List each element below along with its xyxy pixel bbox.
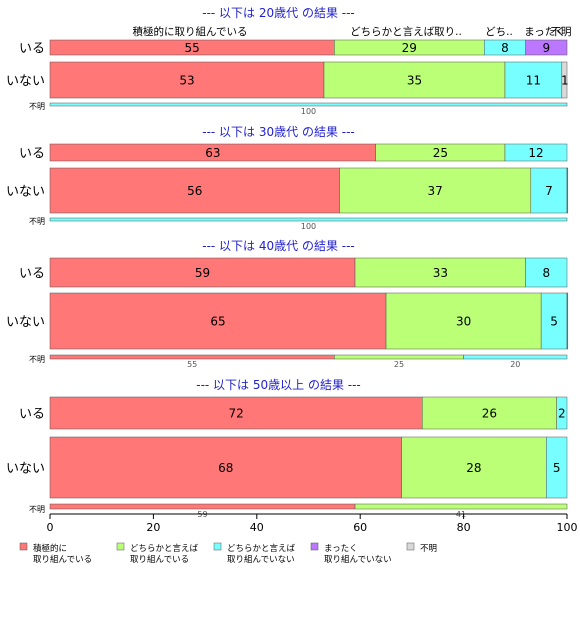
row-label: いない — [6, 462, 45, 477]
data-label: 8 — [501, 41, 509, 55]
bar-segment — [556, 396, 568, 430]
bar-segment — [504, 61, 563, 99]
data-label: 9 — [542, 41, 550, 55]
data-label: 5 — [553, 461, 561, 475]
bar-segment — [49, 354, 335, 360]
legend-swatch — [310, 542, 319, 551]
data-label: 29 — [402, 41, 417, 55]
row-label: いる — [19, 407, 45, 422]
legend-swatch — [213, 542, 222, 551]
data-label: 30 — [456, 315, 471, 329]
data-label: 68 — [218, 461, 233, 475]
bar-segment — [566, 292, 569, 350]
bar-segment — [49, 167, 340, 214]
bar-segment — [463, 354, 568, 360]
data-label: 56 — [187, 184, 202, 198]
legend-swatch — [406, 542, 415, 551]
data-label: 100 — [301, 222, 316, 231]
data-label: 59 — [195, 266, 210, 280]
data-label: 12 — [528, 146, 543, 160]
data-label: 25 — [433, 146, 448, 160]
panel-title: --- 以下は 30歳代 の結果 --- — [202, 125, 355, 139]
data-label: 11 — [526, 74, 541, 88]
data-label: 35 — [407, 74, 422, 88]
bar-segment — [49, 102, 568, 107]
bar-segment — [339, 167, 532, 214]
x-tick-label: 20 — [146, 521, 160, 534]
panel-title: --- 以下は 40歳代 の結果 --- — [202, 239, 355, 253]
data-label: 55 — [187, 360, 197, 369]
bar-segment — [566, 167, 569, 214]
panel-title: --- 以下は 50歳以上 の結果 --- — [196, 378, 361, 392]
row-label: 不明 — [29, 355, 45, 364]
bar-segment — [49, 503, 356, 510]
bar-segment — [540, 292, 568, 350]
row-label: 不明 — [29, 102, 45, 111]
bar-segment — [561, 61, 568, 99]
data-label: 63 — [205, 146, 220, 160]
x-tick-label: 60 — [353, 521, 367, 534]
data-label: 53 — [179, 74, 194, 88]
legend-label: 不明 — [420, 544, 437, 554]
legend-label: どちらかと言えば取り組んでいる — [130, 543, 199, 565]
bar-segment — [385, 292, 542, 350]
column-header: 不明 — [551, 26, 572, 38]
data-label: 20 — [510, 360, 520, 369]
row-label: いる — [19, 147, 45, 162]
row-label: いる — [19, 42, 45, 57]
column-header: どちらかと言えば取り.. — [350, 25, 462, 38]
data-label: 28 — [466, 461, 481, 475]
data-label: 2 — [558, 407, 566, 421]
data-label: 26 — [482, 407, 497, 421]
row-label: 不明 — [29, 217, 45, 226]
bar-segment — [334, 354, 464, 360]
data-label: 8 — [542, 266, 550, 280]
bar-segment — [323, 61, 506, 99]
bar-segment — [49, 436, 402, 499]
bar-segment — [354, 257, 526, 288]
row-label: 不明 — [29, 505, 45, 514]
data-label: 7 — [545, 184, 553, 198]
row-label: いない — [6, 74, 45, 89]
legend-swatch — [116, 542, 125, 551]
x-tick-label: 40 — [250, 521, 264, 534]
data-label: 5 — [550, 315, 558, 329]
bar-segment — [525, 39, 568, 56]
bar-segment — [421, 396, 557, 430]
bar-segment — [354, 503, 568, 510]
bar-segment — [504, 143, 568, 162]
row-label: いない — [6, 185, 45, 200]
data-label: 1 — [561, 74, 569, 88]
data-label: 65 — [210, 315, 225, 329]
data-label: 25 — [394, 360, 404, 369]
panel-title: --- 以下は 20歳代 の結果 --- — [202, 6, 355, 20]
column-header: 積極的に取り組んでいる — [133, 25, 248, 38]
row-label: いる — [19, 267, 45, 282]
data-label: 37 — [428, 184, 443, 198]
data-label: 55 — [185, 41, 200, 55]
column-header: まったく — [524, 26, 566, 38]
bar-segment — [49, 292, 387, 350]
x-tick-label: 0 — [47, 521, 54, 534]
bar-segment — [49, 61, 325, 99]
x-tick-label: 100 — [557, 521, 578, 534]
bar-segment — [525, 257, 568, 288]
bar-segment — [49, 257, 356, 288]
bar-segment — [49, 217, 568, 222]
bar-segment — [401, 436, 547, 499]
legend-label: どちらかと言えば取り組んでいない — [227, 543, 296, 565]
row-label: いない — [6, 315, 45, 330]
column-header: どち.. — [485, 26, 513, 38]
legend-label: まったく取り組んでいない — [324, 544, 392, 565]
bar-segment — [546, 436, 568, 499]
data-label: 100 — [301, 107, 316, 116]
x-tick-label: 80 — [457, 521, 471, 534]
bar-segment — [49, 396, 423, 430]
data-label: 33 — [433, 266, 448, 280]
data-label: 72 — [228, 407, 243, 421]
legend-label: 積極的に取り組んでいる — [33, 543, 92, 565]
legend-swatch — [19, 542, 28, 551]
